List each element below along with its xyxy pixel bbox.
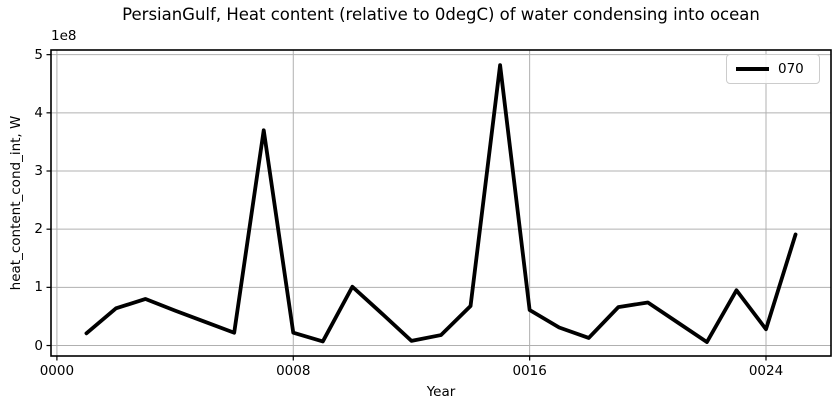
x-tick-label: 0016 — [512, 363, 547, 379]
y-tick-label: 2 — [34, 221, 43, 238]
y-tick-label: 5 — [34, 46, 43, 63]
x-tick-label: 0000 — [39, 363, 75, 379]
y-tick-label: 3 — [34, 163, 43, 179]
axes-frame — [50, 49, 832, 357]
legend-label: 070 — [778, 61, 804, 77]
x-tick-label: 0008 — [276, 363, 311, 379]
y-axis-offset-text: 1e8 — [51, 28, 77, 44]
y-tick-label: 1 — [34, 279, 43, 296]
x-tick-label: 0024 — [748, 363, 784, 379]
data-line-070 — [84, 63, 798, 344]
legend: 070 — [726, 54, 820, 84]
x-axis-label: Year — [426, 384, 456, 400]
legend-line-sample-070 — [736, 67, 769, 71]
chart-title: PersianGulf, Heat content (relative to 0… — [122, 5, 760, 24]
y-tick-label: 4 — [34, 104, 43, 121]
y-tick-label: 0 — [34, 337, 43, 354]
